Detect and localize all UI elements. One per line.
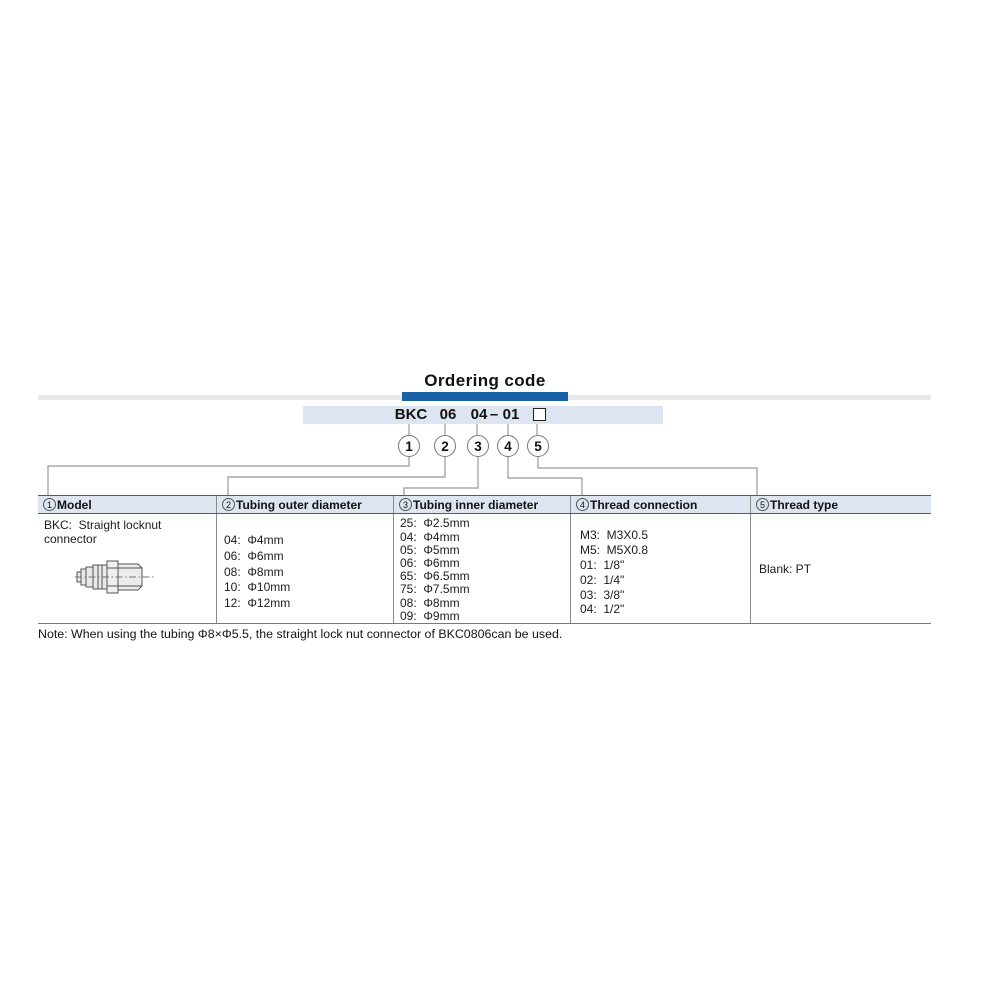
column-header-thread-connection: 4 Thread connection <box>571 496 751 514</box>
blank-thread-type-box <box>533 408 546 421</box>
spec-item: 25: Φ2.5mm <box>400 516 470 531</box>
code-part-thread: 01 <box>502 406 520 423</box>
spec-item: 04: Φ4mm <box>224 533 284 548</box>
circled-number-4-icon: 4 <box>576 498 589 512</box>
column-header-thread-type: 5 Thread type <box>751 496 931 513</box>
table-header-row: 1 Model 2 Tubing outer diameter 3 Tubing… <box>38 496 931 515</box>
column-header-label: Thread type <box>770 497 839 512</box>
column-header-model: 1 Model <box>38 496 217 514</box>
spec-item: 65: Φ6.5mm <box>400 569 470 584</box>
circled-number-1-icon: 1 <box>43 498 56 512</box>
spec-item: 08: Φ8mm <box>224 564 284 579</box>
spec-item: 06: Φ6mm <box>400 555 460 570</box>
spec-item: 06: Φ6mm <box>224 548 284 563</box>
code-part-dash: – <box>489 406 499 423</box>
code-part-outer-dia: 06 <box>439 406 457 423</box>
page-title: Ordering code <box>424 371 546 390</box>
spec-item: 03: 3/8" <box>580 587 625 602</box>
spec-item: 04: Φ4mm <box>400 529 460 544</box>
model-description-line: BKC: Straight locknut <box>44 518 162 533</box>
spec-item: 05: Φ5mm <box>400 542 460 557</box>
spec-item: 75: Φ7.5mm <box>400 582 470 597</box>
column-header-tubing-inner: 3 Tubing inner diameter <box>394 496 571 514</box>
spec-item: 01: 1/8" <box>580 557 625 572</box>
model-description-line: connector <box>44 532 97 547</box>
spec-item: 09: Φ9mm <box>400 608 460 623</box>
ordering-code-band: BKC 06 04 – 01 <box>303 406 663 424</box>
circled-number-3-icon: 3 <box>399 498 412 512</box>
callout-circle-5: 5 <box>527 435 549 457</box>
title-rule-accent <box>402 392 568 401</box>
spec-item: 08: Φ8mm <box>400 595 460 610</box>
circled-number-5-icon: 5 <box>756 498 769 512</box>
ordering-code-table: 1 Model 2 Tubing outer diameter 3 Tubing… <box>38 495 931 624</box>
spec-item: 02: 1/4" <box>580 572 625 587</box>
code-part-inner-dia: 04 <box>470 406 488 423</box>
table-body-row: BKC: Straight locknut connector <box>38 514 931 623</box>
cell-tubing-outer-diameter: 04: Φ4mm 06: Φ6mm 08: Φ8mm 10: Φ10mm 12:… <box>217 514 394 623</box>
spec-item: Blank: PT <box>759 561 812 576</box>
column-header-tubing-outer: 2 Tubing outer diameter <box>217 496 394 514</box>
callout-circle-3: 3 <box>467 435 489 457</box>
locknut-connector-drawing <box>75 560 155 594</box>
cell-tubing-inner-diameter: 25: Φ2.5mm 04: Φ4mm 05: Φ5mm 06: Φ6mm 65… <box>394 514 571 623</box>
circled-number-2-icon: 2 <box>222 498 235 512</box>
column-header-label: Tubing outer diameter <box>236 497 362 512</box>
spec-item: 10: Φ10mm <box>224 580 291 595</box>
callout-circle-4: 4 <box>497 435 519 457</box>
note-text: Note: When using the tubing Φ8×Φ5.5, the… <box>38 627 563 641</box>
spec-item: 04: 1/2" <box>580 602 625 617</box>
column-header-label: Model <box>57 497 92 512</box>
cell-thread-connection: M3: M3X0.5 M5: M5X0.8 01: 1/8" 02: 1/4" … <box>571 514 751 623</box>
column-header-label: Thread connection <box>590 497 698 512</box>
callout-circle-1: 1 <box>398 435 420 457</box>
spec-item: M3: M3X0.5 <box>580 528 649 543</box>
code-part-model: BKC <box>394 406 428 423</box>
spec-item: M5: M5X0.8 <box>580 543 649 558</box>
spec-item: 12: Φ12mm <box>224 595 291 610</box>
cell-thread-type: Blank: PT <box>751 514 931 623</box>
cell-model: BKC: Straight locknut connector <box>38 514 217 623</box>
callout-circle-2: 2 <box>434 435 456 457</box>
column-header-label: Tubing inner diameter <box>413 497 539 512</box>
